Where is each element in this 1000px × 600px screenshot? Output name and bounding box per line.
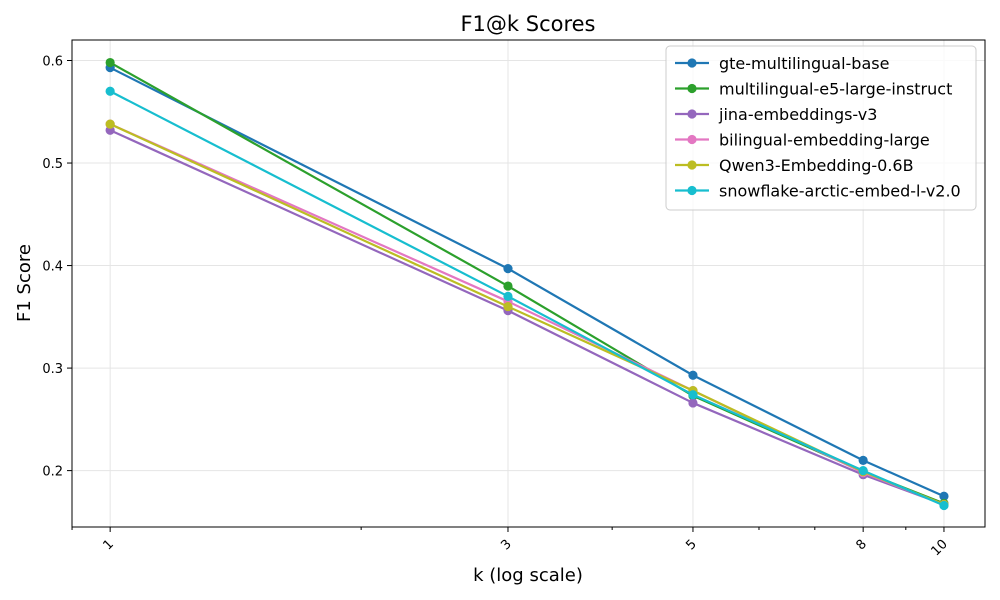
series-snowflake-arctic-embed-l-v2.0 <box>105 86 949 511</box>
data-point <box>688 370 698 380</box>
legend-label: gte-multilingual-base <box>719 54 889 73</box>
legend-label: Qwen3-Embedding-0.6B <box>719 156 914 175</box>
data-point <box>105 86 115 96</box>
legend-label: multilingual-e5-large-instruct <box>719 80 952 99</box>
legend-items: gte-multilingual-base multilingual-e5-lar… <box>675 54 961 201</box>
legend-label: jina-embeddings-v3 <box>718 105 877 124</box>
legend-marker <box>687 134 697 145</box>
data-point <box>503 264 513 274</box>
data-point <box>105 119 115 129</box>
legend-marker <box>687 109 697 119</box>
legend-marker <box>687 160 697 170</box>
x-axis-label: k (log scale) <box>473 565 583 586</box>
data-point <box>858 455 868 465</box>
data-point <box>939 491 949 501</box>
data-point <box>105 57 115 68</box>
data-point <box>503 281 513 291</box>
y-tick-label: 0.6 <box>42 55 63 70</box>
plot-frame <box>71 39 986 528</box>
legend-marker <box>687 58 697 68</box>
legend-label: bilingual-embedding-large <box>719 131 930 150</box>
y-axis-label: F1 Score <box>14 244 35 322</box>
data-point <box>688 390 698 400</box>
legend-entry: Qwen3-Embedding-0.6B <box>675 156 914 175</box>
legend-entry: bilingual-embedding-large <box>675 131 930 150</box>
legend: gte-multilingual-base multilingual-e5-lar… <box>665 45 977 211</box>
data-point <box>503 291 513 301</box>
data-point <box>858 466 868 476</box>
y-tick-label: 0.5 <box>42 157 63 172</box>
series-lines <box>105 57 949 511</box>
legend-box <box>665 45 977 211</box>
legend-label: snowflake-arctic-embed-l-v2.0 <box>719 182 961 201</box>
y-axis-ticks: 0.2 0.3 0.4 0.5 0.6 <box>42 55 72 480</box>
y-tick-label: 0.2 <box>42 465 63 480</box>
chart-title: F1@k Scores <box>460 12 595 36</box>
y-tick-label: 0.4 <box>42 260 63 275</box>
data-point <box>688 398 698 408</box>
legend-entry: jina-embeddings-v3 <box>675 105 877 124</box>
y-tick-label: 0.3 <box>42 362 63 377</box>
legend-entry: gte-multilingual-base <box>675 54 889 73</box>
data-point <box>939 500 949 511</box>
legend-marker <box>687 185 697 196</box>
series-gte-multilingual-base <box>105 63 949 501</box>
legend-entry: snowflake-arctic-embed-l-v2.0 <box>675 182 961 201</box>
legend-entry: multilingual-e5-large-instruct <box>675 80 952 99</box>
data-point <box>503 301 513 312</box>
legend-marker <box>687 83 697 94</box>
